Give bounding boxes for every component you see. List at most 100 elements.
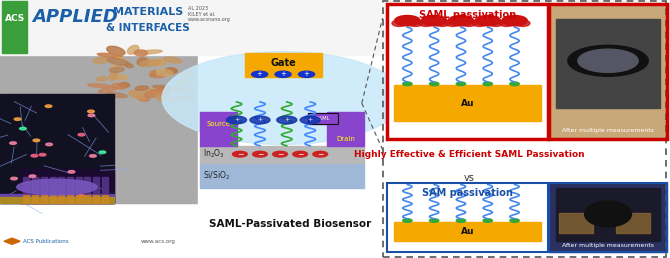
Circle shape bbox=[88, 110, 94, 113]
Ellipse shape bbox=[584, 201, 631, 227]
Circle shape bbox=[403, 219, 412, 222]
Circle shape bbox=[510, 82, 519, 86]
Bar bbox=[383, 1, 666, 257]
Circle shape bbox=[88, 114, 94, 117]
Circle shape bbox=[253, 151, 267, 157]
Circle shape bbox=[293, 151, 308, 157]
Circle shape bbox=[483, 219, 492, 222]
Text: APPLIED: APPLIED bbox=[32, 8, 118, 26]
Bar bbox=[549, 4, 667, 139]
Circle shape bbox=[39, 154, 46, 156]
Bar bbox=[559, 213, 593, 233]
Ellipse shape bbox=[115, 58, 125, 60]
Ellipse shape bbox=[137, 96, 150, 101]
Bar bbox=[102, 177, 108, 203]
Ellipse shape bbox=[106, 93, 127, 98]
Text: −: − bbox=[317, 150, 324, 159]
Bar bbox=[58, 177, 64, 203]
Circle shape bbox=[14, 118, 21, 120]
Bar bbox=[32, 177, 38, 203]
Bar bbox=[41, 177, 47, 203]
Ellipse shape bbox=[472, 20, 487, 27]
Ellipse shape bbox=[421, 15, 447, 26]
Circle shape bbox=[232, 151, 247, 157]
Bar bbox=[0, 194, 114, 203]
Bar bbox=[67, 177, 73, 203]
Ellipse shape bbox=[180, 72, 195, 76]
Circle shape bbox=[19, 127, 26, 130]
Circle shape bbox=[78, 133, 85, 136]
Circle shape bbox=[483, 82, 492, 86]
Bar bbox=[387, 4, 548, 139]
Ellipse shape bbox=[96, 77, 107, 81]
Text: +: + bbox=[257, 71, 263, 77]
Circle shape bbox=[299, 71, 315, 77]
Bar bbox=[245, 53, 322, 77]
Ellipse shape bbox=[462, 20, 476, 27]
Text: SAML-Passivated Biosensor: SAML-Passivated Biosensor bbox=[208, 220, 371, 229]
Bar bbox=[549, 4, 667, 139]
Circle shape bbox=[45, 105, 52, 108]
Ellipse shape bbox=[156, 90, 170, 94]
Circle shape bbox=[99, 151, 106, 154]
Circle shape bbox=[300, 116, 320, 124]
Circle shape bbox=[275, 71, 291, 77]
Text: Au: Au bbox=[461, 227, 474, 236]
Text: ACS: ACS bbox=[5, 14, 25, 22]
Ellipse shape bbox=[119, 83, 130, 87]
Text: −: − bbox=[277, 150, 283, 159]
Ellipse shape bbox=[127, 45, 139, 54]
Text: −: − bbox=[257, 150, 263, 159]
Circle shape bbox=[226, 116, 247, 124]
Circle shape bbox=[251, 71, 267, 77]
Text: SAML passivation: SAML passivation bbox=[419, 11, 516, 20]
Bar bbox=[84, 195, 90, 203]
Circle shape bbox=[578, 49, 638, 72]
Bar bbox=[93, 195, 99, 203]
Text: Au: Au bbox=[461, 99, 474, 108]
Ellipse shape bbox=[163, 57, 182, 63]
Ellipse shape bbox=[170, 87, 194, 92]
Ellipse shape bbox=[435, 20, 450, 27]
Ellipse shape bbox=[395, 15, 420, 26]
Circle shape bbox=[456, 82, 466, 86]
Text: SAML: SAML bbox=[316, 116, 330, 121]
Ellipse shape bbox=[156, 94, 170, 101]
Bar bbox=[20, 169, 114, 203]
Bar bbox=[76, 177, 82, 203]
Text: +: + bbox=[308, 117, 313, 123]
Ellipse shape bbox=[153, 85, 176, 90]
Text: Si/SiO$_2$: Si/SiO$_2$ bbox=[203, 169, 230, 182]
Circle shape bbox=[250, 116, 270, 124]
Ellipse shape bbox=[107, 46, 125, 55]
Ellipse shape bbox=[151, 73, 165, 78]
Text: After multiple measurements: After multiple measurements bbox=[562, 128, 654, 133]
Bar bbox=[93, 177, 99, 203]
Bar bbox=[23, 195, 29, 203]
Ellipse shape bbox=[149, 70, 157, 77]
Ellipse shape bbox=[149, 59, 166, 66]
Ellipse shape bbox=[502, 15, 527, 26]
Ellipse shape bbox=[499, 20, 514, 27]
Circle shape bbox=[10, 142, 17, 144]
Ellipse shape bbox=[177, 80, 189, 85]
Ellipse shape bbox=[125, 63, 133, 68]
Bar bbox=[200, 146, 364, 163]
Ellipse shape bbox=[139, 60, 161, 66]
Ellipse shape bbox=[392, 20, 407, 27]
Ellipse shape bbox=[141, 89, 157, 95]
Bar bbox=[308, 113, 338, 124]
Bar bbox=[0, 94, 114, 203]
Ellipse shape bbox=[157, 87, 170, 95]
Bar bbox=[0, 147, 198, 203]
Bar bbox=[0, 0, 670, 55]
Circle shape bbox=[273, 151, 287, 157]
Bar bbox=[76, 195, 82, 203]
Bar bbox=[41, 195, 47, 203]
Bar bbox=[2, 1, 27, 53]
Circle shape bbox=[11, 177, 17, 180]
Bar bbox=[50, 195, 56, 203]
Text: +: + bbox=[234, 117, 239, 123]
Ellipse shape bbox=[111, 64, 120, 69]
Circle shape bbox=[68, 171, 75, 173]
